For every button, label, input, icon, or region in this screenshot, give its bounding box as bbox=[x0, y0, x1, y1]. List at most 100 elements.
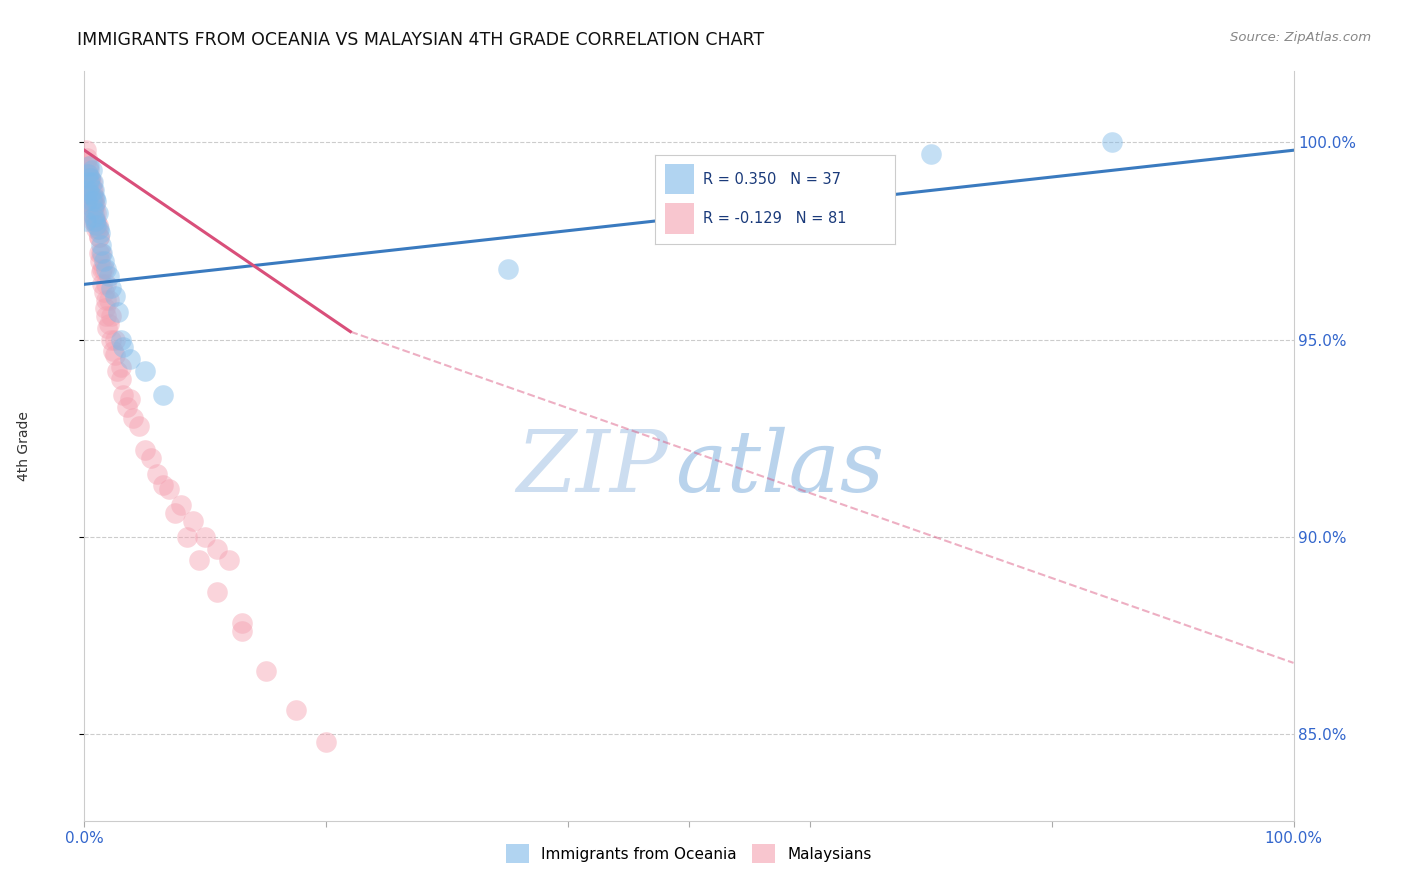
Point bbox=[91, 245, 114, 260]
Point bbox=[79, 198, 101, 212]
Point bbox=[75, 143, 97, 157]
Point bbox=[76, 167, 98, 181]
Point bbox=[82, 202, 104, 217]
Point bbox=[80, 163, 103, 178]
Point bbox=[84, 214, 107, 228]
Point bbox=[112, 340, 135, 354]
Point bbox=[231, 624, 253, 639]
Point bbox=[104, 289, 127, 303]
Point bbox=[77, 190, 100, 204]
Point bbox=[77, 175, 100, 189]
Point bbox=[94, 277, 117, 292]
Point bbox=[176, 530, 198, 544]
Bar bbox=[665, 203, 693, 234]
Point bbox=[83, 206, 105, 220]
Point bbox=[315, 735, 337, 749]
Point bbox=[110, 360, 132, 375]
Point bbox=[79, 175, 101, 189]
Point bbox=[146, 467, 169, 481]
Point bbox=[207, 585, 229, 599]
Point bbox=[82, 198, 104, 212]
Point bbox=[89, 226, 111, 240]
Point bbox=[97, 317, 120, 331]
Text: ZIP: ZIP bbox=[516, 427, 668, 510]
Point bbox=[920, 147, 942, 161]
Text: IMMIGRANTS FROM OCEANIA VS MALAYSIAN 4TH GRADE CORRELATION CHART: IMMIGRANTS FROM OCEANIA VS MALAYSIAN 4TH… bbox=[77, 31, 765, 49]
Point bbox=[76, 151, 98, 165]
Point bbox=[86, 218, 108, 232]
Point bbox=[80, 190, 103, 204]
Point bbox=[103, 344, 125, 359]
Point bbox=[120, 352, 142, 367]
Point bbox=[79, 170, 101, 185]
Point bbox=[86, 222, 108, 236]
Point bbox=[104, 348, 127, 362]
Point bbox=[104, 333, 127, 347]
Point bbox=[128, 419, 150, 434]
Point bbox=[91, 261, 114, 276]
Point bbox=[90, 238, 112, 252]
Point bbox=[107, 305, 129, 319]
Point bbox=[79, 186, 101, 201]
Point bbox=[86, 214, 108, 228]
Point bbox=[93, 261, 115, 276]
Point bbox=[218, 553, 240, 567]
Point bbox=[87, 230, 110, 244]
Point bbox=[188, 553, 211, 567]
Point bbox=[75, 155, 97, 169]
Text: Source: ZipAtlas.com: Source: ZipAtlas.com bbox=[1230, 31, 1371, 45]
Point bbox=[84, 198, 107, 212]
Point bbox=[100, 333, 122, 347]
Point bbox=[207, 541, 229, 556]
Point bbox=[75, 214, 97, 228]
Point bbox=[134, 442, 156, 457]
Point bbox=[97, 293, 120, 307]
Point bbox=[100, 281, 122, 295]
Point bbox=[170, 498, 193, 512]
Text: R = 0.350   N = 37: R = 0.350 N = 37 bbox=[703, 172, 841, 186]
Point bbox=[86, 206, 108, 220]
Point bbox=[80, 194, 103, 209]
Point bbox=[84, 190, 107, 204]
Point bbox=[139, 450, 162, 465]
Point bbox=[181, 514, 204, 528]
Point bbox=[100, 309, 122, 323]
Point bbox=[115, 400, 138, 414]
Point bbox=[134, 364, 156, 378]
Point bbox=[80, 206, 103, 220]
Point bbox=[82, 183, 104, 197]
Point bbox=[77, 159, 100, 173]
Point bbox=[90, 245, 112, 260]
Point bbox=[87, 222, 110, 236]
Point bbox=[157, 483, 180, 497]
Point bbox=[87, 230, 110, 244]
Point bbox=[77, 183, 100, 197]
Point bbox=[152, 478, 174, 492]
Point bbox=[82, 214, 104, 228]
Point bbox=[152, 388, 174, 402]
Point bbox=[1101, 136, 1123, 150]
Text: R = -0.129   N = 81: R = -0.129 N = 81 bbox=[703, 211, 846, 226]
Point bbox=[77, 183, 100, 197]
Text: atlas: atlas bbox=[675, 427, 884, 510]
Point bbox=[77, 167, 100, 181]
Point bbox=[94, 293, 117, 307]
Point bbox=[77, 178, 100, 193]
Point bbox=[77, 159, 100, 173]
Point bbox=[94, 309, 117, 323]
Point bbox=[231, 616, 253, 631]
Point bbox=[97, 269, 120, 284]
Point bbox=[83, 183, 105, 197]
Point bbox=[93, 253, 115, 268]
Point bbox=[110, 372, 132, 386]
Point bbox=[94, 261, 117, 276]
Point bbox=[87, 245, 110, 260]
Point bbox=[94, 301, 117, 315]
Point bbox=[77, 170, 100, 185]
Legend: Immigrants from Oceania, Malaysians: Immigrants from Oceania, Malaysians bbox=[501, 838, 877, 869]
Point bbox=[76, 194, 98, 209]
Point bbox=[194, 530, 217, 544]
Point bbox=[96, 320, 118, 334]
Point bbox=[86, 222, 108, 236]
Point bbox=[86, 194, 108, 209]
